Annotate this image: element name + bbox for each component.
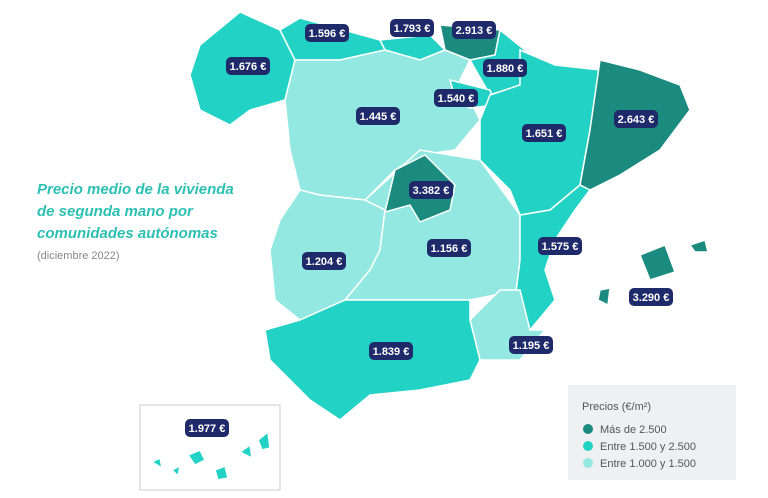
price-badge xyxy=(452,21,496,39)
price-label: 1.445 € xyxy=(360,111,397,123)
region xyxy=(514,184,592,332)
legend-box xyxy=(568,385,736,480)
price-badge xyxy=(369,342,413,360)
price-badge xyxy=(356,107,400,125)
price-badge xyxy=(409,181,453,199)
price-label: 1.195 € xyxy=(513,340,550,352)
inset-frame xyxy=(139,404,281,491)
title-line: comunidades autónomas xyxy=(37,225,218,242)
price-label: 1.540 € xyxy=(438,93,475,105)
legend-label: Entre 1.500 y 2.500 xyxy=(600,441,696,453)
price-label: 1.880 € xyxy=(487,63,524,75)
legend-title: Precios (€/m²) xyxy=(582,401,651,413)
legend-swatch xyxy=(583,458,593,468)
price-label: 1.156 € xyxy=(431,243,468,255)
region xyxy=(150,430,271,481)
price-badge xyxy=(629,288,673,306)
legend-swatch xyxy=(583,441,593,451)
title-line: de segunda mano por xyxy=(37,203,194,220)
title: Precio medio de la vivienda de segunda m… xyxy=(37,181,234,262)
price-label: 1.204 € xyxy=(306,256,343,268)
legend-label: Entre 1.000 y 1.500 xyxy=(600,458,696,470)
price-badge xyxy=(509,336,553,354)
legend-swatch xyxy=(583,424,593,434)
price-label: 1.596 € xyxy=(309,28,346,40)
price-label: 1.575 € xyxy=(542,241,579,253)
title-line: Precio medio de la vivienda xyxy=(37,181,234,198)
price-badge xyxy=(483,59,527,77)
price-badge xyxy=(390,19,434,37)
price-label: 1.839 € xyxy=(373,346,410,358)
price-label: 2.913 € xyxy=(456,25,493,37)
price-badge xyxy=(302,252,346,270)
price-badge xyxy=(522,124,566,142)
price-label: 3.382 € xyxy=(413,185,450,197)
price-label: 1.977 € xyxy=(189,423,226,435)
price-badge xyxy=(427,239,471,257)
price-badge xyxy=(614,110,658,128)
price-label: 1.793 € xyxy=(394,23,431,35)
price-badge xyxy=(434,89,478,107)
legend-label: Más de 2.500 xyxy=(600,424,667,436)
region xyxy=(264,299,481,421)
region xyxy=(597,239,709,307)
subtitle: (diciembre 2022) xyxy=(37,250,120,262)
price-badge xyxy=(226,57,270,75)
price-label: 1.676 € xyxy=(230,61,267,73)
price-badge xyxy=(185,419,229,437)
price-label: 1.651 € xyxy=(526,128,563,140)
price-label: 3.290 € xyxy=(633,292,670,304)
price-label: 2.643 € xyxy=(618,114,655,126)
price-badge xyxy=(538,237,582,255)
price-badge xyxy=(305,24,349,42)
